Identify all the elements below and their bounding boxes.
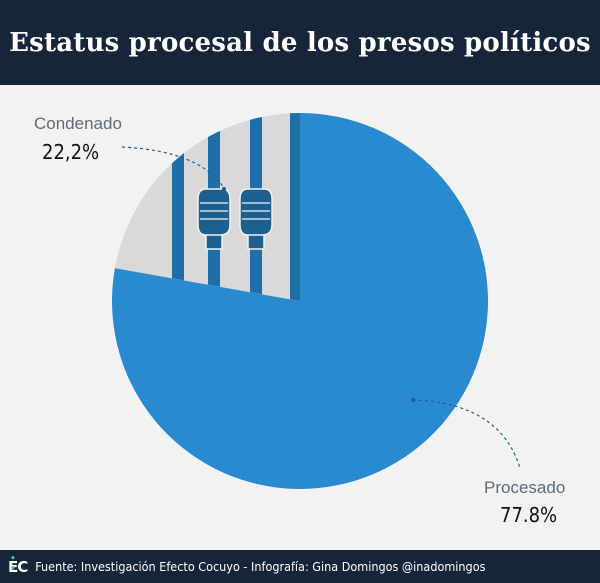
slice-value-condenado: 22,2% [42,140,100,164]
slice-label-condenado: Condenado [34,114,122,133]
source-credit: Fuente: Investigación Efecto Cocuyo - In… [35,559,486,574]
jail-bar [290,113,301,301]
slice-label-procesado: Procesado [484,478,566,497]
slice-value-procesado: 77.8% [500,503,558,527]
leader-line-procesado [412,399,521,469]
pie-slice-procesado [111,113,488,490]
leader-dot-condenado [222,187,226,191]
pie-chart-area: Condenado 22,2% Procesado 77.8% [0,85,600,550]
hand-icon [239,188,273,250]
leader-dot-procesado [411,398,415,402]
jail-bars-hands-icon [172,113,301,301]
chart-title: Estatus procesal de los presos políticos [9,27,591,58]
leader-line-condenado [121,146,225,189]
footer-bar: • • EC Fuente: Investigación Efecto Cocuy… [0,550,600,583]
header-bar: Estatus procesal de los presos políticos [0,0,600,85]
hand-icon [197,188,231,250]
pie-chart [111,113,521,490]
jail-bar [172,113,184,301]
ec-logo-icon: • • EC [8,553,28,576]
